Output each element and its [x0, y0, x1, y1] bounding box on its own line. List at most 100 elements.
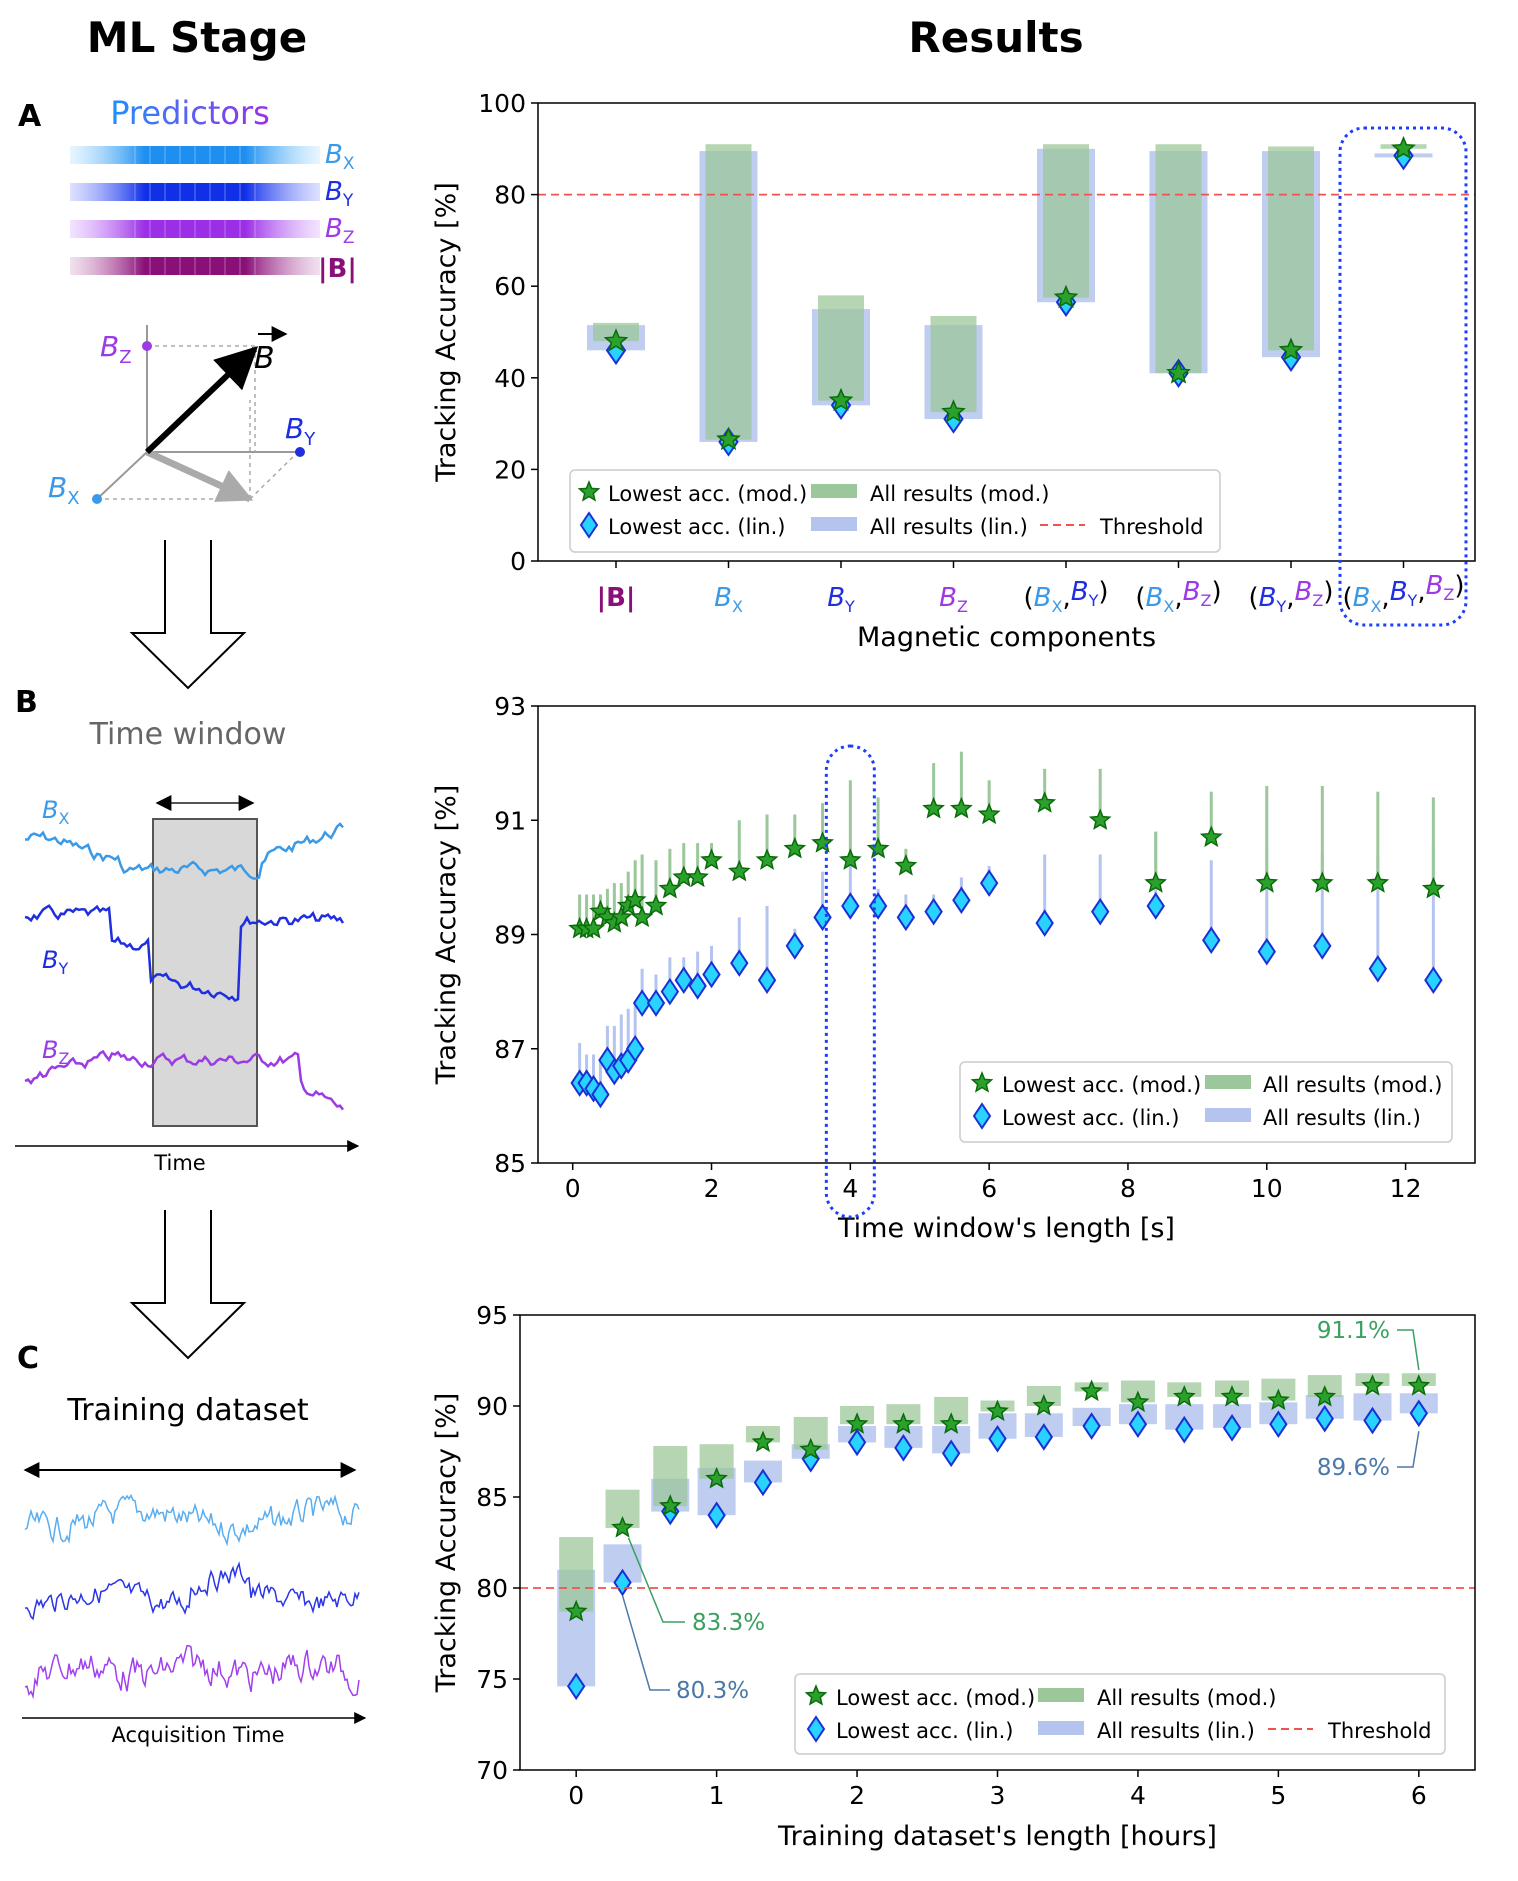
y-tick-label: 93: [494, 692, 526, 721]
panel-a-letter: A: [18, 99, 42, 134]
lin-range-bar: [612, 1025, 616, 1072]
flow-arrow-2: [129, 1210, 247, 1360]
mod-range-bar: [1265, 785, 1269, 884]
vector-label-b: B: [254, 341, 275, 376]
predictor-bar-bmag: [70, 257, 320, 275]
lin-lowest-diamond: [757, 966, 777, 995]
y-tick-label: 20: [494, 455, 526, 484]
lin-lowest-diamond: [660, 977, 680, 1006]
mod-range-bar: [559, 1537, 594, 1612]
x-axis-label: Magnetic components: [857, 622, 1156, 653]
legend-label-lin-lowest: Lowest acc. (lin.): [1002, 1106, 1179, 1130]
lin-lowest-diamond: [847, 1428, 867, 1457]
legend-label-mod-lowest: Lowest acc. (mod.): [608, 482, 807, 506]
mod-lowest-star: [939, 1412, 963, 1434]
lin-lowest-diamond: [1315, 1404, 1334, 1433]
lin-range-bar: [668, 957, 672, 992]
legend-label-mod-all: All results (mod.): [1097, 1686, 1276, 1710]
mod-lowest-star: [894, 853, 918, 876]
y-tick-label: 40: [494, 364, 526, 393]
category-label: BZ: [939, 583, 968, 616]
mod-lowest-star: [1310, 871, 1334, 893]
x-tick-label: 2: [849, 1781, 865, 1810]
lin-lowest-diamond: [1409, 1399, 1429, 1428]
x-tick-label: 4: [842, 1174, 858, 1203]
lin-range-bar: [1209, 860, 1213, 941]
mod-range-bar: [654, 860, 658, 906]
mod-lowest-star: [751, 1430, 775, 1453]
mod-lowest-star: [658, 1494, 682, 1516]
highlight-box: [824, 744, 876, 1219]
mod-lowest-star: [1053, 284, 1079, 309]
mod-lowest-star: [1313, 1384, 1337, 1407]
y-tick-label: 85: [476, 1483, 508, 1512]
mod-range-bar: [876, 797, 880, 849]
y-axis-label: Tracking Accuracy [%]: [431, 785, 462, 1086]
signal-by: [24, 904, 345, 1003]
x-tick-label: 12: [1390, 1174, 1422, 1203]
y-tick-label: 89: [494, 921, 526, 950]
flow-arrow-1: [129, 540, 247, 690]
x-tick-label: 0: [568, 1781, 584, 1810]
x-tick-label: 10: [1251, 1174, 1283, 1203]
legend-label-lin-lowest: Lowest acc. (lin.): [836, 1719, 1013, 1743]
x-tick-label: 8: [1120, 1174, 1136, 1203]
legend-label-threshold: Threshold: [1327, 1719, 1432, 1743]
mod-range-bar: [578, 894, 582, 929]
lin-range-bar: [605, 1025, 609, 1061]
plot-frame: [537, 102, 1476, 562]
legend-label-mod-lowest: Lowest acc. (mod.): [836, 1686, 1035, 1710]
mod-lowest-star: [700, 848, 723, 870]
training-signal-bz: [24, 1644, 360, 1700]
x-tick-label: 3: [990, 1781, 1006, 1810]
lin-lowest-diamond: [1363, 1406, 1382, 1435]
lin-lowest-diamond: [941, 1439, 961, 1468]
lin-lowest-diamond: [688, 972, 707, 1000]
lin-range-bar: [765, 905, 769, 981]
annotation-mod-max: 91.1%: [1317, 1318, 1390, 1344]
mod-range-bar: [821, 803, 825, 844]
legend-star-icon: [804, 1684, 828, 1706]
lin-lowest-diamond: [896, 903, 916, 932]
y-tick-label: 85: [494, 1149, 526, 1178]
lin-range-bar: [1098, 854, 1102, 912]
predictor-bar-bz: [70, 220, 320, 238]
legend-lin-bar-icon: [1038, 1721, 1084, 1735]
lin-lowest-diamond: [841, 892, 860, 920]
mod-range-bar: [765, 814, 769, 861]
lin-lowest-diamond: [1128, 1410, 1148, 1439]
training-signal-by: [24, 1561, 360, 1621]
lin-range-bar: [1043, 854, 1047, 924]
mod-range-bar: [1320, 785, 1324, 884]
lin-lowest-diamond: [1035, 909, 1054, 937]
legend-box: [794, 1673, 1446, 1755]
lin-range-bar: [626, 1008, 630, 1061]
annotation-lin-max: 89.6%: [1317, 1455, 1390, 1481]
mod-range-bar: [668, 848, 672, 889]
predictor-label-bmag: |B|: [318, 254, 357, 284]
lin-lowest-diamond: [674, 966, 693, 995]
mod-range-bar: [1431, 797, 1435, 889]
mod-lowest-star: [1366, 871, 1390, 893]
mod-lowest-star: [630, 905, 654, 928]
signal-label-by: BY: [42, 946, 68, 978]
lin-range-bar: [1320, 854, 1324, 946]
mod-range-bar: [1098, 768, 1102, 821]
category-label: (BX,BY,BZ): [1342, 571, 1464, 616]
y-tick-label: 60: [494, 272, 526, 301]
legend-label-mod-lowest: Lowest acc. (mod.): [1002, 1073, 1201, 1097]
y-tick-label: 91: [494, 806, 526, 835]
mod-lowest-star: [1032, 1394, 1056, 1416]
legend-label-mod-all: All results (mod.): [870, 482, 1049, 506]
mod-lowest-star: [950, 796, 973, 819]
lin-lowest-diamond: [988, 1424, 1007, 1453]
mod-range-bar: [1154, 831, 1158, 884]
lin-range-bar: [592, 1054, 596, 1089]
chart-c: 70 75 80 85 90 95 0 1 2 3 4 5 6 Tracking Accuracy [%]…: [431, 1301, 1476, 1852]
mod-lowest-star: [1421, 876, 1445, 899]
category-label: (BX,BY): [1023, 577, 1108, 616]
lin-lowest-diamond: [1313, 932, 1332, 960]
lin-range-bar: [640, 968, 644, 1004]
